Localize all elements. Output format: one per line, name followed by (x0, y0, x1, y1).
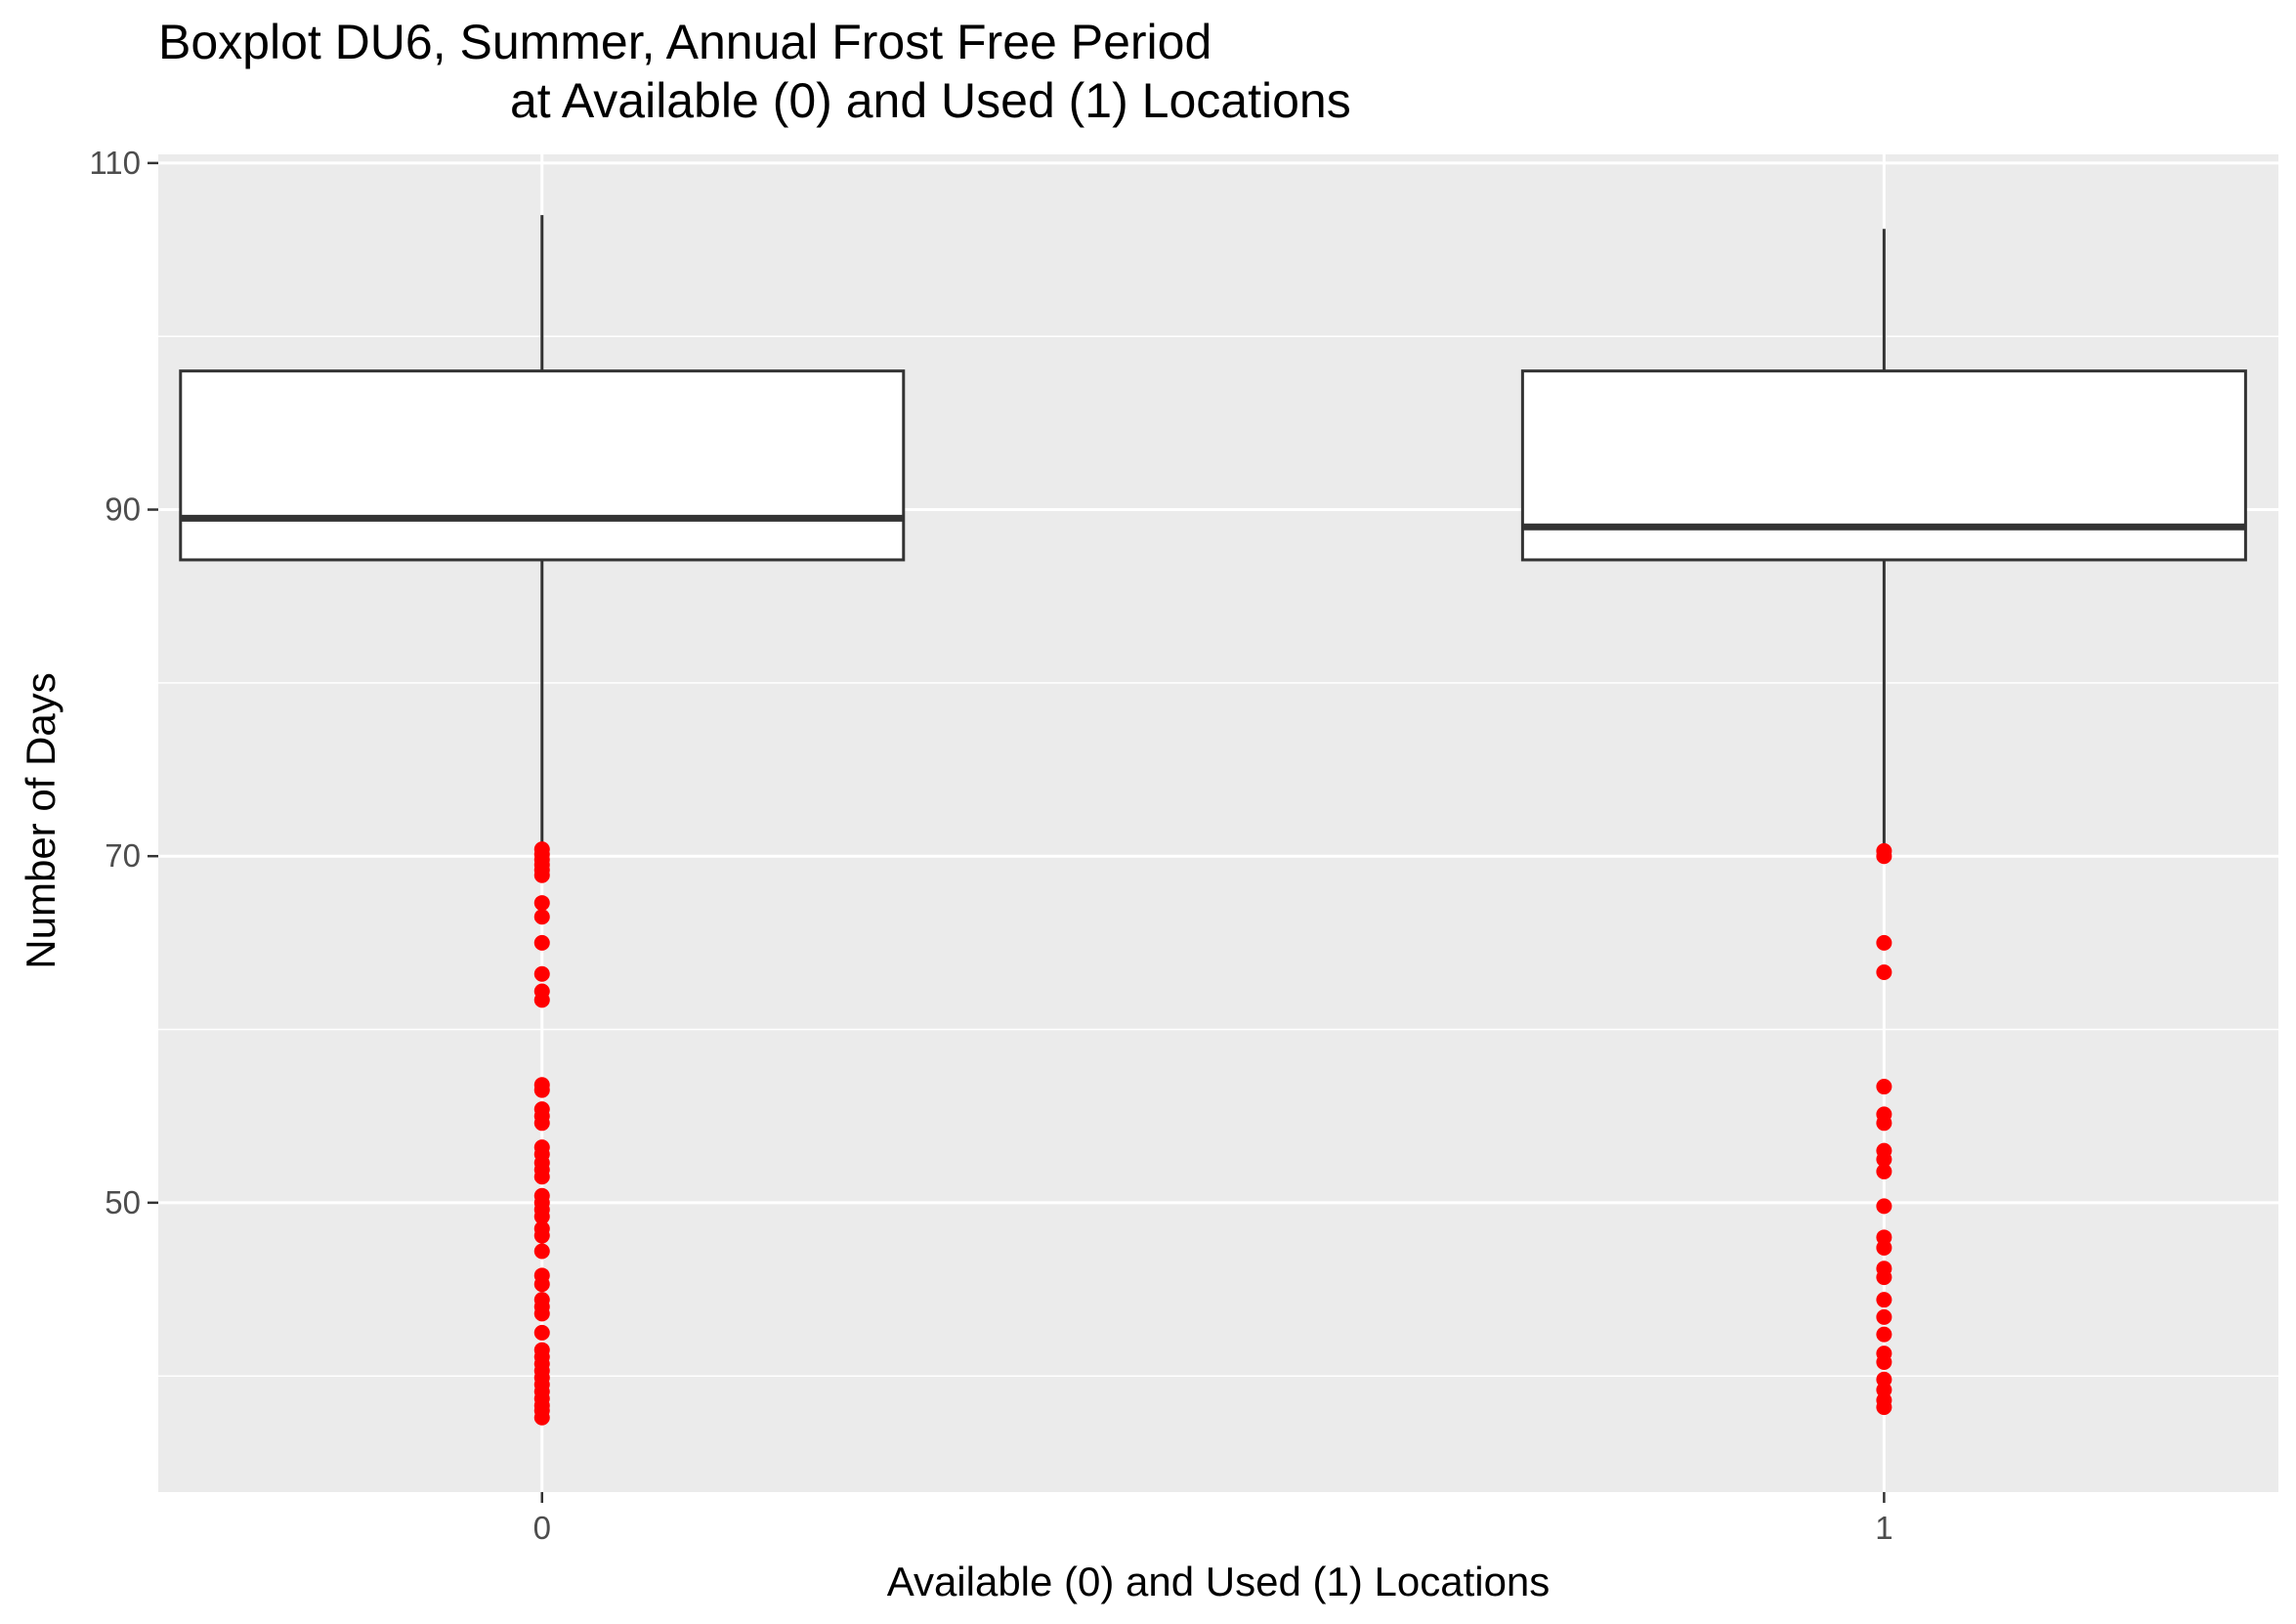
outlier-point (533, 1305, 550, 1322)
chart-title-line2: at Available (0) and Used (1) Locations (510, 73, 1351, 128)
outlier-point (533, 1227, 550, 1244)
outlier-point (533, 1082, 550, 1098)
outlier-point (533, 965, 550, 982)
outlier-point (1876, 1163, 1892, 1179)
y-axis-title: Number of Days (18, 672, 64, 968)
box-iqr (179, 369, 906, 562)
outlier-point (1876, 1292, 1892, 1308)
outlier-point (533, 909, 550, 925)
outlier-point (533, 1324, 550, 1341)
outlier-point (533, 992, 550, 1008)
outlier-point (533, 1276, 550, 1293)
outlier-point (1876, 934, 1892, 951)
chart-title-line1: Boxplot DU6, Summer, Annual Frost Free P… (158, 15, 1212, 69)
outlier-point (1876, 1399, 1892, 1416)
outlier-point (1876, 1354, 1892, 1371)
outlier-point (1876, 1326, 1892, 1343)
outlier-point (1876, 1079, 1892, 1095)
outlier-point (533, 934, 550, 951)
y-tick-label: 90 (105, 491, 141, 528)
y-tick-label: 110 (89, 145, 141, 181)
outlier-point (533, 1209, 550, 1225)
y-tick-label: 50 (105, 1184, 141, 1220)
outlier-point (533, 1115, 550, 1132)
box-iqr (1520, 369, 2247, 562)
outlier-point (533, 1243, 550, 1260)
outlier-point (1876, 1198, 1892, 1215)
y-tick-label: 70 (105, 837, 141, 874)
x-axis-title: Available (0) and Used (1) Locations (887, 1559, 1551, 1604)
x-tick-label: 0 (533, 1510, 551, 1546)
box-1 (1520, 229, 2247, 1416)
plot-panel (158, 154, 2278, 1492)
outlier-point (1876, 1308, 1892, 1325)
box-0 (179, 215, 906, 1426)
outlier-point (1876, 1239, 1892, 1256)
x-tick-label: 1 (1875, 1510, 1892, 1546)
outlier-point (1876, 1115, 1892, 1132)
box-series (179, 215, 2247, 1426)
outlier-point (533, 1409, 550, 1426)
outlier-point (533, 895, 550, 912)
outlier-point (1876, 964, 1892, 981)
outlier-point (1876, 1151, 1892, 1168)
outlier-point (533, 1169, 550, 1185)
outlier-point (1876, 1269, 1892, 1286)
y-axis: 50 70 90 110 (89, 145, 158, 1220)
outlier-point (1876, 848, 1892, 865)
outlier-point (533, 867, 550, 883)
